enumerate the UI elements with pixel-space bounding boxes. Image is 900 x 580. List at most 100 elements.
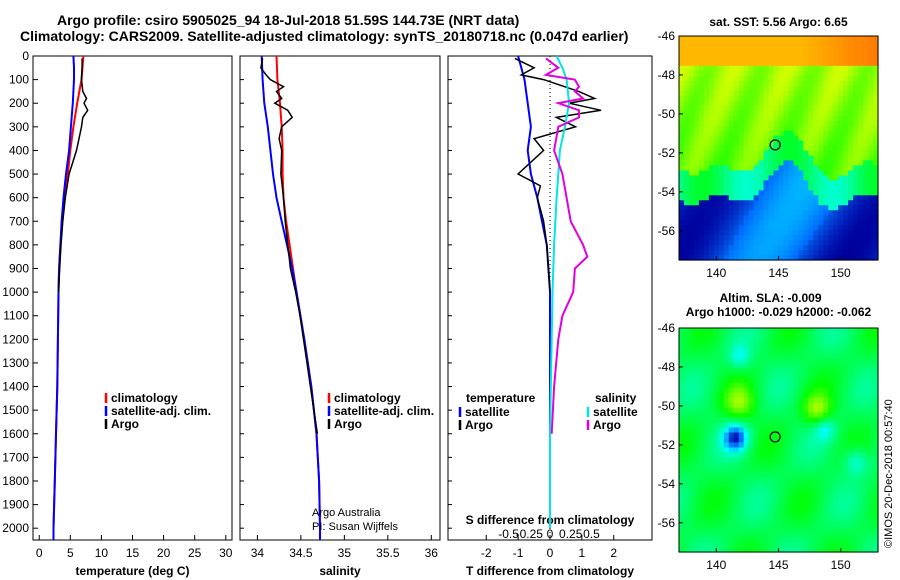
map-cell xyxy=(773,225,780,231)
map-cell xyxy=(773,70,780,77)
map-cell xyxy=(723,427,730,434)
map-cell xyxy=(778,155,785,162)
map-cell xyxy=(713,402,720,409)
map-cell xyxy=(723,347,730,354)
map-cell xyxy=(773,512,780,518)
map-cell xyxy=(763,342,770,349)
map-cell xyxy=(808,547,814,553)
map-cell xyxy=(783,155,790,162)
map-cell xyxy=(873,332,879,339)
map-cell xyxy=(738,175,745,181)
map-cell xyxy=(693,155,700,162)
map-cell xyxy=(783,235,790,241)
map-cell xyxy=(768,342,775,349)
map-cell xyxy=(768,205,775,211)
map-cell xyxy=(773,522,780,528)
map-cell xyxy=(783,537,790,543)
map-cell xyxy=(698,180,705,186)
map-cell xyxy=(738,382,745,389)
map-cell xyxy=(858,467,864,473)
map-cell xyxy=(738,412,745,419)
map-cell xyxy=(718,367,725,374)
map-cell xyxy=(768,547,775,553)
map-cell xyxy=(748,407,755,414)
map-cell xyxy=(778,36,785,42)
map-cell xyxy=(728,80,735,87)
map-cell xyxy=(818,337,824,344)
map-cell xyxy=(798,487,804,493)
map-cell xyxy=(803,95,809,102)
map-cell xyxy=(743,362,750,369)
map-cell xyxy=(708,352,715,359)
map-cell xyxy=(843,90,849,97)
map-cell xyxy=(783,337,790,344)
map-cell xyxy=(698,210,705,216)
map-cell xyxy=(843,180,849,186)
map-cell xyxy=(763,230,770,236)
map-cell xyxy=(773,150,780,157)
map-cell xyxy=(733,245,740,251)
map-cell xyxy=(693,437,700,444)
map-cell xyxy=(833,130,839,137)
map-cell xyxy=(853,407,859,414)
map-cell xyxy=(688,45,695,52)
map-cell xyxy=(728,225,735,231)
map-cell xyxy=(723,547,730,553)
map-cell xyxy=(833,185,839,191)
map-cell xyxy=(728,457,735,463)
map-cell xyxy=(723,70,730,77)
map-cell xyxy=(823,532,829,538)
map-cell xyxy=(728,547,735,553)
map-cell xyxy=(858,235,864,241)
map-cell xyxy=(698,125,705,132)
map-cell xyxy=(753,85,760,92)
map-cell xyxy=(703,230,710,236)
x-tick-label: 35.5 xyxy=(376,546,400,560)
map-cell xyxy=(788,80,795,87)
map-cell xyxy=(688,432,695,439)
map-cell xyxy=(698,220,705,226)
map-cell xyxy=(763,407,770,414)
map-cell xyxy=(698,497,705,503)
map-cell xyxy=(688,100,695,107)
map-cell xyxy=(773,190,780,196)
map-cell xyxy=(788,220,795,226)
map-cell xyxy=(863,170,869,176)
map-cell xyxy=(703,195,710,201)
map-cell xyxy=(818,175,824,181)
map-cell xyxy=(688,422,695,429)
map-cell xyxy=(833,487,839,493)
map-cell xyxy=(773,250,780,256)
map-cell xyxy=(833,215,839,221)
map-cell xyxy=(873,482,879,488)
map-cell xyxy=(803,180,809,186)
map-cell xyxy=(679,120,685,127)
map-cell xyxy=(718,70,725,77)
map-cell xyxy=(713,442,720,449)
map-cell xyxy=(778,417,785,424)
map-cell xyxy=(763,507,770,513)
map-cell xyxy=(683,342,690,349)
map-cell xyxy=(833,160,839,167)
map-cell xyxy=(788,95,795,102)
map-cell xyxy=(848,200,854,206)
map-cell xyxy=(863,517,869,523)
map-cell xyxy=(748,507,755,513)
map-cell xyxy=(703,220,710,226)
map-cell xyxy=(713,347,720,354)
map-cell xyxy=(753,145,760,152)
map-cell xyxy=(808,200,814,206)
map-cell xyxy=(728,537,735,543)
map-cell xyxy=(843,328,849,334)
y-tick-label: 900 xyxy=(9,261,29,275)
map-cell xyxy=(723,65,730,72)
map-cell xyxy=(698,190,705,196)
map-cell xyxy=(823,517,829,523)
map-cell xyxy=(723,342,730,349)
map-cell xyxy=(758,442,765,449)
map-cell xyxy=(778,427,785,434)
map-cell xyxy=(713,180,720,186)
map-cell xyxy=(768,170,775,176)
map-cell xyxy=(793,170,799,176)
map-cell xyxy=(763,367,770,374)
